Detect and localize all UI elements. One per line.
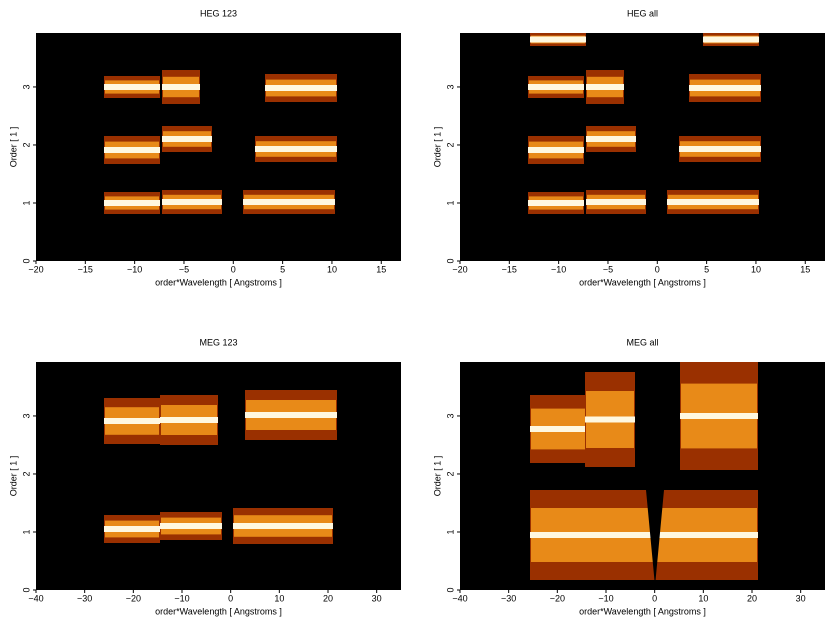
y-tick-label: 2 xyxy=(21,471,31,476)
image-background xyxy=(460,33,825,261)
x-tick-label: 20 xyxy=(747,593,757,603)
panel-title: MEG all xyxy=(626,337,658,347)
image-region xyxy=(104,200,160,206)
y-tick-label: 3 xyxy=(445,413,455,418)
image-region xyxy=(162,84,200,90)
x-tick-label: −10 xyxy=(127,264,142,274)
image-region xyxy=(528,84,584,90)
image-region xyxy=(160,417,218,423)
y-axis-label: Order [ 1 ] xyxy=(8,127,18,168)
y-tick-label: 2 xyxy=(445,142,455,147)
y-tick-label: 3 xyxy=(21,84,31,89)
y-axis-label: Order [ 1 ] xyxy=(432,456,442,497)
image-region xyxy=(160,523,222,529)
image-region xyxy=(689,85,761,91)
x-tick-label: 10 xyxy=(274,593,284,603)
image-region xyxy=(162,199,222,205)
image-region xyxy=(162,136,212,142)
y-tick-label: 2 xyxy=(445,471,455,476)
y-axis-label: Order [ 1 ] xyxy=(8,456,18,497)
image-region xyxy=(585,416,635,423)
x-tick-label: 0 xyxy=(652,593,657,603)
y-tick-label: 0 xyxy=(445,587,455,592)
x-tick-label: −30 xyxy=(501,593,516,603)
x-tick-label: 15 xyxy=(800,264,810,274)
image xyxy=(528,33,761,214)
image-region xyxy=(528,147,584,153)
x-tick-label: −20 xyxy=(28,264,43,274)
x-tick-label: 10 xyxy=(751,264,761,274)
x-tick-label: −40 xyxy=(452,593,467,603)
image-region xyxy=(265,85,337,91)
y-tick-label: 3 xyxy=(445,84,455,89)
x-tick-label: 30 xyxy=(796,593,806,603)
x-tick-label: −20 xyxy=(126,593,141,603)
y-tick-label: 0 xyxy=(21,587,31,592)
x-tick-label: −10 xyxy=(598,593,613,603)
x-axis-label: order*Wavelength [ Angstroms ] xyxy=(579,606,706,616)
image-region xyxy=(586,199,646,205)
image-background xyxy=(36,362,401,590)
x-tick-label: 0 xyxy=(228,593,233,603)
x-tick-label: −10 xyxy=(174,593,189,603)
image-region xyxy=(703,36,759,43)
image-region xyxy=(104,84,160,90)
image xyxy=(104,70,337,214)
x-tick-label: −40 xyxy=(28,593,43,603)
image-region xyxy=(530,532,758,538)
x-tick-label: −30 xyxy=(77,593,92,603)
x-tick-label: 0 xyxy=(231,264,236,274)
x-tick-label: 15 xyxy=(376,264,386,274)
y-tick-label: 0 xyxy=(21,258,31,263)
x-tick-label: −15 xyxy=(502,264,517,274)
image-region xyxy=(243,199,335,205)
image-region xyxy=(245,412,337,418)
y-tick-label: 1 xyxy=(445,200,455,205)
x-tick-label: 5 xyxy=(704,264,709,274)
y-tick-label: 2 xyxy=(21,142,31,147)
image-region xyxy=(679,146,761,152)
x-tick-label: −10 xyxy=(551,264,566,274)
image-region xyxy=(634,362,676,586)
y-tick-label: 1 xyxy=(21,529,31,534)
panel-title: HEG all xyxy=(627,8,658,18)
y-tick-label: 0 xyxy=(445,258,455,263)
image-region xyxy=(667,199,759,205)
image xyxy=(104,390,337,544)
y-tick-label: 3 xyxy=(21,413,31,418)
x-tick-label: −20 xyxy=(452,264,467,274)
x-tick-label: 10 xyxy=(698,593,708,603)
x-tick-label: −5 xyxy=(179,264,189,274)
image-region xyxy=(586,84,624,90)
y-tick-label: 1 xyxy=(445,529,455,534)
y-tick-label: 1 xyxy=(21,200,31,205)
y-axis-label: Order [ 1 ] xyxy=(432,127,442,168)
image-region xyxy=(255,146,337,152)
image-region xyxy=(530,426,586,432)
x-tick-label: 5 xyxy=(280,264,285,274)
x-axis-label: order*Wavelength [ Angstroms ] xyxy=(155,606,282,616)
image-region xyxy=(530,36,586,43)
x-tick-label: −20 xyxy=(550,593,565,603)
x-axis-label: order*Wavelength [ Angstroms ] xyxy=(155,277,282,287)
image-region xyxy=(680,413,758,419)
image xyxy=(530,362,758,586)
x-tick-label: 20 xyxy=(323,593,333,603)
x-tick-label: 30 xyxy=(372,593,382,603)
image-region xyxy=(233,523,333,529)
image-region xyxy=(528,200,584,206)
image-background xyxy=(36,33,401,261)
image-region xyxy=(104,526,160,532)
panel-title: HEG 123 xyxy=(200,8,237,18)
image-region xyxy=(104,147,160,153)
panel-title: MEG 123 xyxy=(199,337,237,347)
x-tick-label: 0 xyxy=(655,264,660,274)
x-tick-label: −5 xyxy=(603,264,613,274)
image-region xyxy=(586,136,636,142)
x-axis-label: order*Wavelength [ Angstroms ] xyxy=(579,277,706,287)
image-region xyxy=(104,418,160,424)
x-tick-label: −15 xyxy=(78,264,93,274)
x-tick-label: 10 xyxy=(327,264,337,274)
